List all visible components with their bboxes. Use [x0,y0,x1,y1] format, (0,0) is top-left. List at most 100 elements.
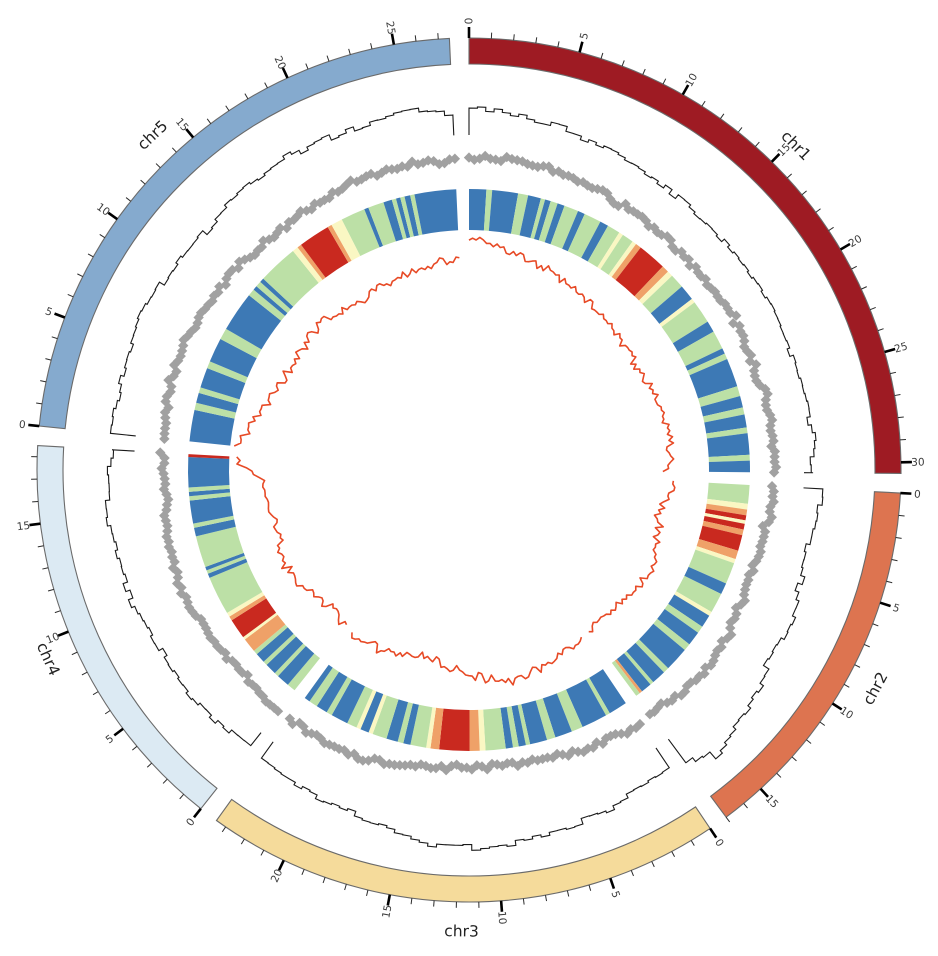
chr5-heat-segment-3 [198,387,240,405]
chr3-diamond-11 [582,743,594,754]
chr5-diamond-28 [207,295,218,307]
chr1-tick-6 [600,52,604,59]
inner-red-line-chr5 [233,256,460,447]
chr1-heat-segment-26 [677,331,723,367]
chr1-heat-segment-3 [511,193,529,236]
chr2-diamond-32 [716,635,727,647]
outer-step-line-chr2 [667,487,824,764]
chr2-tick-14 [776,772,782,778]
chr5-tick-label-5: 5 [43,305,53,319]
chr3-heat-segment-13 [469,709,480,751]
chr1-tick-label-20: 20 [847,233,865,250]
chr2-heat-segment-6 [702,520,744,536]
chr5-heat-segment-12 [260,278,294,310]
chr3-heat-segment-29 [309,667,339,707]
chr3-diamond-62 [324,739,335,750]
chr2-diamond-46 [669,690,681,702]
chr1-diamond-44 [670,245,681,256]
chr5-heat-segment-28 [414,189,459,235]
chr1-diamond-40 [656,229,667,241]
chr5-heat-segment-13 [263,250,319,307]
chr3-diamond-67 [300,727,312,738]
chr2-heat-segment-5 [703,516,745,530]
chr5-tick-7 [77,273,83,278]
chr2-diamond-22 [738,589,750,600]
chr3-heat-segment-8 [511,705,526,747]
chr3-heat-segment-11 [483,707,506,751]
chr5-diamond-47 [274,222,286,234]
chr3-diamond-19 [542,752,553,763]
chr2-diamond-25 [730,602,742,613]
chr1-diamond-33 [628,206,639,217]
chr1-heat-segment-7 [538,201,558,243]
chr3-diamond-58 [342,749,354,760]
chr4-tick-2 [162,778,168,784]
chr3-diamond-52 [374,754,385,766]
chr5-heat-segment-9 [248,289,286,321]
chr1-diamond-37 [643,221,654,232]
chr3-diamond-59 [339,744,350,756]
chr5-diamond-73 [396,161,408,172]
chr1-heat-segment-10 [562,211,585,252]
chr3-heat-segment-1 [586,677,610,716]
chr4-heat-segment-8 [243,612,278,640]
chr5-diamond-17 [176,345,188,357]
chr3-tick-16 [366,889,369,896]
chr1-heat-segment-37 [708,460,750,473]
chr1-diamond-81 [764,409,776,421]
chr5-tick-21 [305,63,309,70]
chr3-diamond-3 [622,728,633,739]
chr3-heat-segment-15 [430,707,444,750]
chr4-tick-12 [47,588,54,592]
chr3-diamond-37 [451,759,462,770]
chr1-heat-segment-24 [661,302,708,344]
chr3-tick-23 [221,826,227,833]
chr1-diamond-16 [547,166,559,178]
chr5-heat-segment-8 [226,295,282,350]
chr1-diamond-88 [769,446,781,457]
chr3-heat-segment-28 [316,671,348,713]
chr3-tick-7 [566,890,570,897]
chr4-tick-label-0: 0 [184,816,198,829]
inner-red-line-chr3 [351,632,583,686]
chr4-tick-11 [54,610,61,614]
chr1-diamond-52 [700,273,712,285]
chr1-diamond-43 [666,241,678,252]
track-step-line [104,106,824,851]
chr4-heat-segment-9 [231,598,277,638]
chr2-heat-segment-16 [657,608,699,645]
chr5-tick-20 [281,67,289,79]
chr4-diamond-38 [163,541,175,553]
chr5-heat-segment-22 [383,199,404,242]
chr4-heat-segment-17 [194,519,236,537]
chr1-heat-segment-33 [704,414,747,434]
inner-red-line-chr1 [468,236,675,473]
chr5-diamond-75 [406,156,418,167]
chr3-tick-17 [344,884,347,891]
chr4-diamond-1 [268,702,280,713]
chr1-tick-label-30: 30 [911,457,925,469]
chr4-heat-segment-6 [253,624,288,655]
chr1-heat-segment-9 [550,205,579,249]
chr1-tick-label-0: 0 [464,18,476,25]
chr1-heat-segment-25 [672,321,714,352]
chr1-heat-segment-22 [650,286,692,324]
chr4-tick-0 [192,807,202,819]
chr1-tick-5 [578,41,584,53]
chr3-tick-4 [630,870,634,877]
chr1-diamond-74 [751,375,762,387]
chr1-heat-segment-30 [698,386,741,407]
chr1-heat-segment-28 [687,353,728,376]
chr2-heat-segment-0 [707,482,750,504]
chr2-diamond-6 [766,512,777,523]
chr3-diamond-2 [625,723,636,735]
chr2-diamond-26 [731,608,742,620]
chr2-diamond-1 [768,486,780,497]
chr1-diamond-32 [623,204,634,215]
chr3-tick-label-15: 15 [380,904,394,919]
chr3-heat-segment-3 [556,689,583,732]
chr2-diamond-38 [700,662,711,673]
chr1-tick-18 [815,208,821,213]
chr4-heat-segment-13 [207,558,248,578]
chr2-heat-segment-10 [688,549,735,584]
